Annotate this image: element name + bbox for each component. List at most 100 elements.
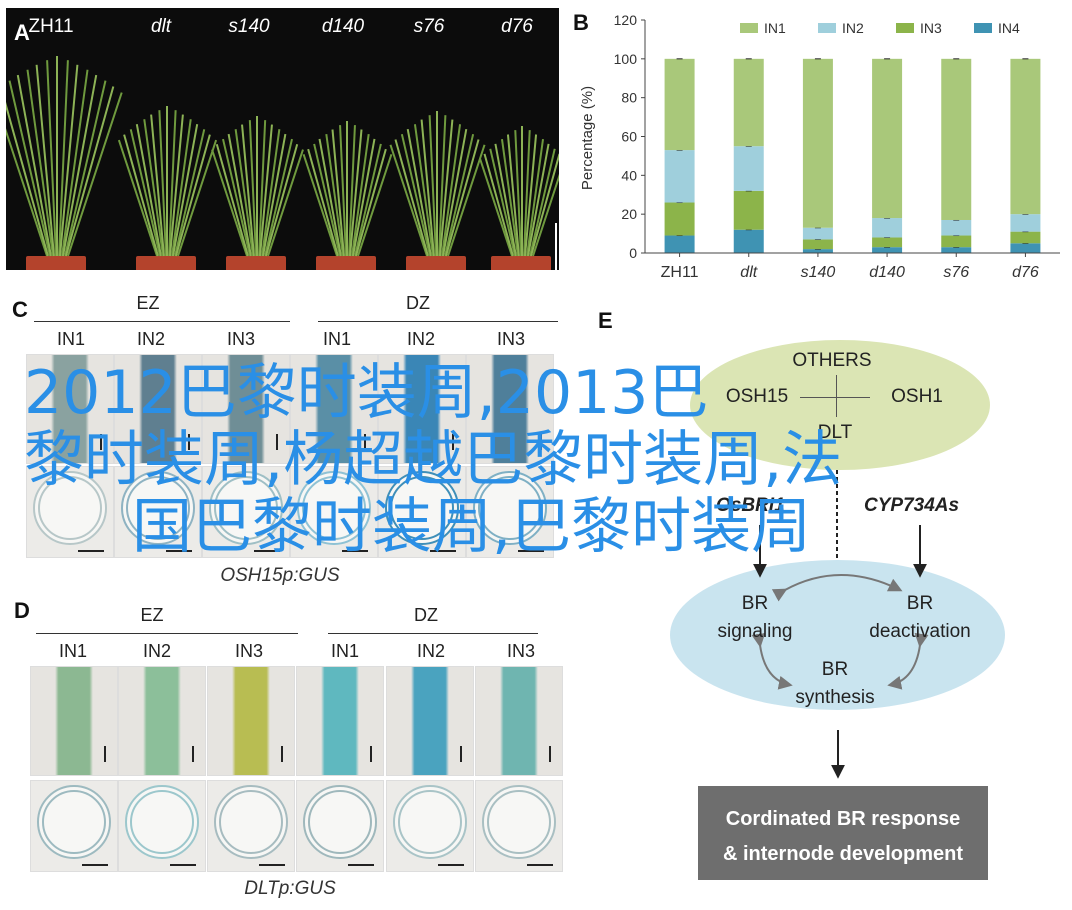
scale-bar <box>78 550 104 552</box>
plant-pot <box>316 256 376 270</box>
group-label-ez: EZ <box>140 605 164 625</box>
legend-label: IN4 <box>998 20 1020 36</box>
group-label-dz: DZ <box>406 293 430 313</box>
cross-section <box>386 780 474 872</box>
scale-bar <box>364 434 366 450</box>
scale-bar <box>527 864 553 866</box>
scale-bar <box>342 550 368 552</box>
stem-ring <box>303 785 377 859</box>
cross-section <box>466 466 554 558</box>
y-tick-label: 120 <box>614 12 638 28</box>
stem-ring <box>473 471 547 545</box>
br-synthesis-line2: synthesis <box>795 687 875 708</box>
group-divider <box>318 321 558 322</box>
longitudinal-section <box>30 666 118 776</box>
bar-segment <box>1010 214 1041 232</box>
stem-ring <box>209 471 283 545</box>
column-label: IN1 <box>322 329 351 349</box>
br-deactivation-line2: deactivation <box>869 621 971 642</box>
legend-swatch <box>974 23 992 33</box>
longitudinal-section <box>386 666 474 776</box>
overlay-line: 2012巴黎时装周,2013巴 <box>24 358 709 428</box>
scale-bar <box>430 550 456 552</box>
plant-pot <box>406 256 466 270</box>
plant-stem <box>521 126 523 256</box>
scale-bar <box>555 223 557 270</box>
column-label: IN3 <box>226 329 255 349</box>
longitudinal-section <box>475 666 563 776</box>
column-label: IN2 <box>136 329 165 349</box>
bar-segment <box>1010 58 1041 215</box>
panel-letter-c: C <box>12 297 28 322</box>
regulator-ellipse <box>690 340 990 470</box>
longitudinal-section <box>26 354 114 464</box>
bar-segment <box>733 146 764 191</box>
cyp734as-gene: CYP734As <box>864 495 960 516</box>
scale-bar <box>104 746 106 762</box>
cross-section <box>26 466 114 558</box>
plant-stem <box>436 111 438 256</box>
longitudinal-section <box>290 354 378 464</box>
stacked-bar-chart: 0 20 40 60 80 100 120 ZH11 dlt s140 d140 s76 d76 IN1… <box>579 12 1060 281</box>
panel-letter-b: B <box>573 10 589 35</box>
panel-c-caption: OSH15p:GUS <box>220 565 340 586</box>
stem-ring <box>214 785 288 859</box>
overlay-headline: 2012巴黎时装周,2013巴 黎时装周,杨超越巴黎时装周,法 国巴黎时装周,巴… <box>24 360 1024 561</box>
genotype-label: dlt <box>150 16 172 37</box>
stem-ring <box>297 471 371 545</box>
longitudinal-section <box>202 354 290 464</box>
genotype-label: d140 <box>321 16 365 37</box>
longitudinal-section <box>114 354 202 464</box>
pathway-arrows <box>751 470 929 779</box>
group-divider <box>328 633 538 634</box>
plant-stem <box>346 121 348 256</box>
scale-bar <box>166 550 192 552</box>
panel-d-caption: DLTp:GUS <box>244 878 336 899</box>
br-signaling-node: BR signaling <box>700 590 810 646</box>
group-divider <box>36 633 298 634</box>
bar-segment <box>872 58 903 219</box>
bar-segment <box>733 229 764 253</box>
column-label: IN2 <box>406 329 435 349</box>
cross-section <box>290 466 378 558</box>
x-tick-label: s76 <box>943 264 969 281</box>
cross-section <box>114 466 202 558</box>
plant-pot <box>491 256 551 270</box>
cross-section <box>475 780 563 872</box>
column-label: IN3 <box>496 329 525 349</box>
stem-ring <box>121 471 195 545</box>
scale-bar <box>170 864 196 866</box>
column-label: IN1 <box>58 641 87 661</box>
bar-segment <box>664 150 695 203</box>
cross-section <box>378 466 466 558</box>
legend-swatch <box>818 23 836 33</box>
plant-stem <box>166 106 168 256</box>
overlay-line: 黎时装周,杨超越巴黎时装周,法 <box>24 425 843 495</box>
panel-letter-d: D <box>14 598 30 623</box>
plant-pot <box>26 256 86 270</box>
stem-ring <box>482 785 556 859</box>
cross-section <box>207 780 295 872</box>
stem-ring <box>385 471 459 545</box>
longitudinal-section <box>378 354 466 464</box>
bar-segment <box>664 202 695 236</box>
scale-bar <box>281 746 283 762</box>
scale-bar <box>518 550 544 552</box>
bar-segment <box>941 58 972 220</box>
scale-bar <box>452 434 454 450</box>
longitudinal-section <box>118 666 206 776</box>
genotype-label: ZH11 <box>28 16 74 37</box>
cross-section <box>202 466 290 558</box>
stem-ring <box>393 785 467 859</box>
plant-pot <box>226 256 286 270</box>
result-line2: & internode development <box>722 843 964 865</box>
bar-segment <box>802 249 833 253</box>
scale-bar <box>549 746 551 762</box>
scale-bar <box>188 434 190 450</box>
legend-label: IN1 <box>764 20 786 36</box>
bar-segment <box>733 190 764 230</box>
br-signaling-line2: signaling <box>717 621 793 642</box>
bar-segment <box>664 235 695 253</box>
group-label-dz: DZ <box>414 605 438 625</box>
scale-bar <box>438 864 464 866</box>
